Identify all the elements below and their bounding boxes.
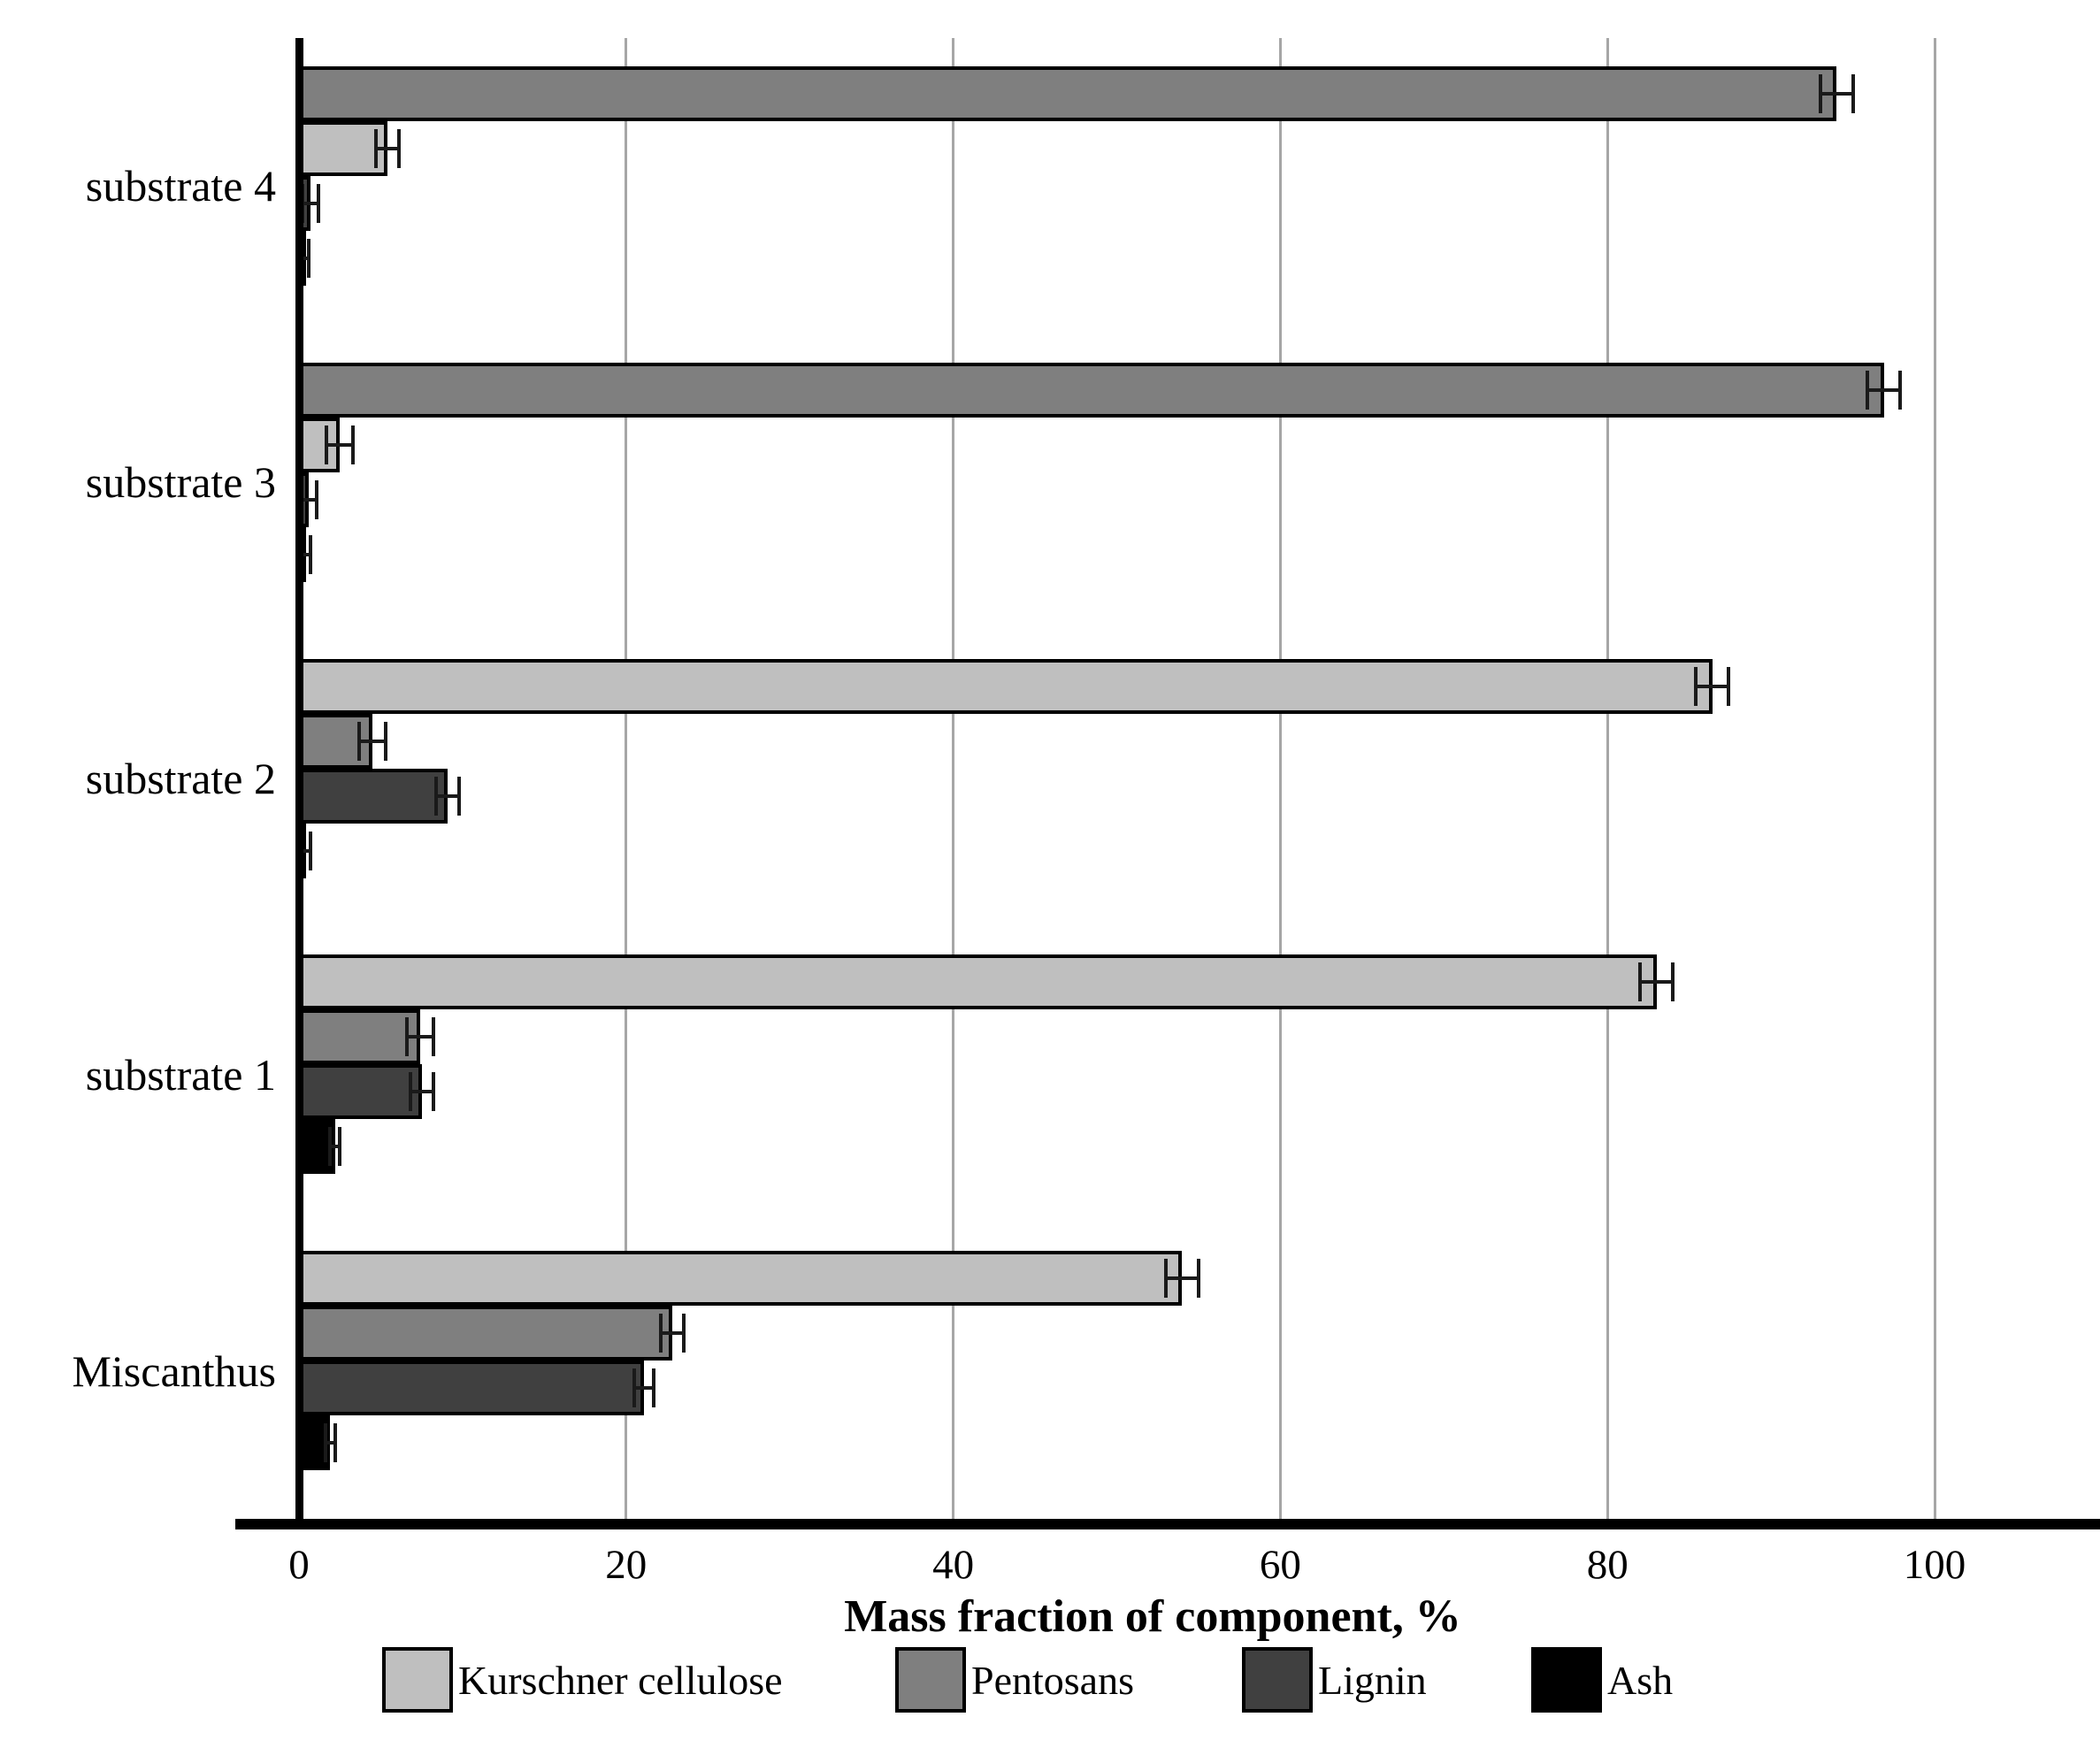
- gridline-100: [1933, 38, 1936, 1519]
- x-axis-line: [235, 1519, 2100, 1529]
- legend-label: Kurschner cellulose: [458, 1657, 783, 1703]
- bar-substrate-1-Kurschner-cellulose: [299, 954, 1657, 1010]
- legend-swatch-Lignin: [1242, 1647, 1313, 1713]
- legend-label: Ash: [1607, 1657, 1674, 1703]
- gridline-20: [625, 38, 628, 1519]
- legend-item-Pentosans: Pentosans: [895, 1647, 1134, 1713]
- bar-substrate-2-Kurschner-cellulose: [299, 658, 1713, 714]
- bar-substrate-1-Pentosans: [299, 1009, 420, 1065]
- category-label-substrate-3: substrate 3: [85, 457, 276, 508]
- x-axis-title: Mass fraction of component, %: [844, 1591, 1461, 1642]
- bar-Miscanthus-Lignin: [299, 1361, 645, 1416]
- legend-swatch-Kurschner-cellulose: [382, 1647, 453, 1713]
- legend-item-Ash: Ash: [1531, 1647, 1673, 1713]
- x-tick-label-40: 40: [932, 1542, 975, 1588]
- bar-substrate-3-Pentosans: [299, 362, 1884, 418]
- legend-label: Lignin: [1318, 1657, 1427, 1703]
- gridline-60: [1278, 38, 1282, 1519]
- x-tick-label-100: 100: [1903, 1542, 1966, 1588]
- bar-substrate-2-Lignin: [299, 768, 448, 824]
- category-label-substrate-4: substrate 4: [85, 161, 276, 211]
- legend-swatch-Ash: [1531, 1647, 1602, 1713]
- bar-substrate-1-Lignin: [299, 1064, 422, 1120]
- category-label-Miscanthus: Miscanthus: [72, 1345, 276, 1396]
- legend-label: Pentosans: [971, 1657, 1134, 1703]
- legend-item-Lignin: Lignin: [1242, 1647, 1427, 1713]
- x-tick-label-0: 0: [288, 1542, 310, 1588]
- legend-swatch-Pentosans: [895, 1647, 966, 1713]
- category-label-substrate-2: substrate 2: [85, 754, 276, 803]
- bar-substrate-4-Pentosans: [299, 66, 1837, 121]
- category-label-substrate-1: substrate 1: [85, 1049, 276, 1100]
- x-tick-label-20: 20: [605, 1542, 648, 1588]
- bar-Miscanthus-Pentosans: [299, 1306, 672, 1361]
- y-axis-line: [295, 38, 303, 1529]
- legend-item-Kurschner-cellulose: Kurschner cellulose: [382, 1647, 783, 1713]
- gridline-80: [1606, 38, 1609, 1519]
- x-tick-label-60: 60: [1259, 1542, 1301, 1588]
- bar-Miscanthus-Kurschner-cellulose: [299, 1251, 1183, 1307]
- gridline-40: [952, 38, 955, 1519]
- x-tick-label-80: 80: [1586, 1542, 1629, 1588]
